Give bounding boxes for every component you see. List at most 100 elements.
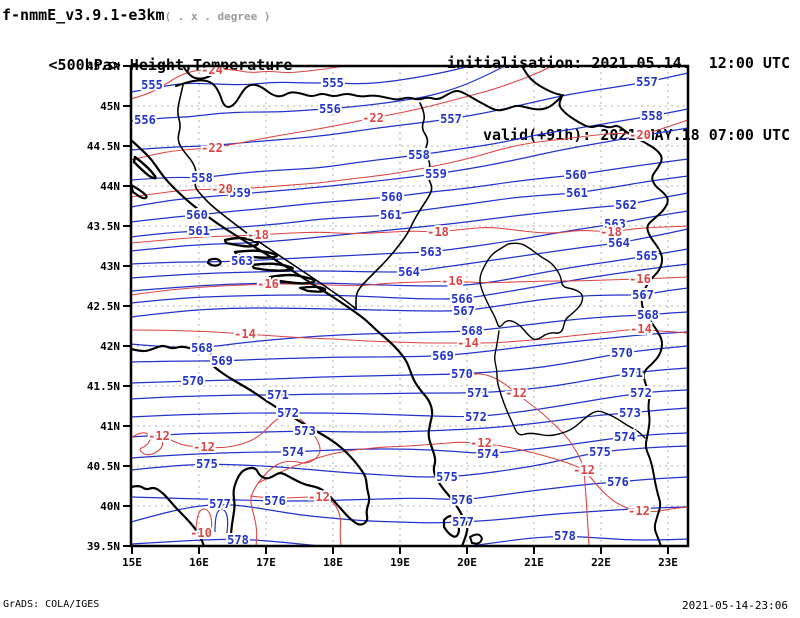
contour-label-578: 578	[227, 533, 249, 547]
height-contour-574	[131, 432, 688, 459]
contour-label--20: -20	[211, 182, 233, 196]
contour-label-574: 574	[477, 447, 499, 461]
island-pag	[132, 155, 157, 180]
contour-label--18: -18	[600, 225, 622, 239]
lat-label-45.5N: 45.5N	[87, 60, 120, 73]
lat-label-41N: 41N	[100, 420, 120, 433]
temp-contour--18	[131, 225, 688, 244]
lat-label-41.5N: 41.5N	[87, 380, 120, 393]
coast-adriatic-east	[131, 138, 469, 546]
contour-label-563: 563	[420, 245, 442, 259]
contour-label-568: 568	[461, 324, 483, 338]
lat-label-42.5N: 42.5N	[87, 300, 120, 313]
lon-label-15E: 15E	[122, 556, 142, 569]
temp-contour--12	[249, 495, 342, 546]
island-korcula	[250, 262, 294, 272]
contour-label--12: -12	[628, 504, 650, 518]
lon-label-18E: 18E	[323, 556, 343, 569]
height-contour-558	[131, 108, 688, 181]
temp-contour--16	[131, 276, 688, 296]
contour-label-577: 577	[209, 497, 231, 511]
coast-italy-adriatic	[131, 344, 371, 546]
contour-label-576: 576	[451, 493, 473, 507]
height-contour-566	[131, 263, 688, 304]
border-bosnia-west	[177, 84, 357, 310]
height-contour-labels: 555 555 556 556 557 557 558 558 558 559 559 560 560 5…	[132, 73, 665, 547]
contour-label-571: 571	[267, 388, 289, 402]
model-title: f-nmmE_v3.9.1-e3km	[2, 6, 165, 24]
contour-label-570: 570	[451, 367, 473, 381]
border-drina	[355, 102, 433, 310]
contour-label-563: 563	[604, 217, 626, 231]
contour-label-568: 568	[191, 341, 213, 355]
contour-label-561: 561	[566, 186, 588, 200]
border-north-sava	[175, 79, 564, 112]
contour-label-560: 560	[381, 190, 403, 204]
contour-label-566: 566	[451, 292, 473, 306]
model-title-suffix: ( . x . degree )	[164, 10, 271, 23]
temperature-contours	[131, 66, 688, 546]
header-left: f-nmmE_v3.9.1-e3km( . x . degree ) <500h…	[2, 3, 292, 101]
contour-label-569: 569	[432, 349, 454, 363]
contour-label-567: 567	[632, 288, 654, 302]
contour-label-573: 573	[294, 424, 316, 438]
contour-label-560: 560	[565, 168, 587, 182]
lat-label-43.5N: 43.5N	[87, 220, 120, 233]
height-contour-577	[131, 504, 688, 524]
contour-label--12: -12	[470, 436, 492, 450]
contour-label-570: 570	[611, 346, 633, 360]
contour-label-558: 558	[191, 171, 213, 185]
height-contour-578	[469, 535, 688, 546]
coast-greece-bit	[469, 533, 483, 545]
island-hvar	[233, 249, 279, 259]
border-slovenia-arc	[182, 66, 223, 80]
island-vis	[206, 257, 222, 267]
height-contours	[131, 66, 688, 546]
coastlines-borders	[131, 66, 669, 546]
lat-label-39.5N: 39.5N	[87, 540, 120, 553]
contour-label-557: 557	[440, 112, 462, 126]
border-kosovo	[479, 242, 584, 341]
temp-contour--12	[257, 441, 688, 513]
contour-label-571: 571	[467, 386, 489, 400]
contour-label-564: 564	[398, 265, 420, 279]
creation-timestamp: 2021-05-14-23:06	[682, 599, 788, 612]
contour-label-571: 571	[621, 366, 643, 380]
lat-label-40N: 40N	[100, 500, 120, 513]
contour-label--22: -22	[201, 141, 223, 155]
contour-label-565: 565	[636, 249, 658, 263]
grads-credit: GrADS: COLA/IGES	[3, 599, 100, 610]
map-frame	[129, 64, 690, 548]
height-contour-578	[131, 538, 321, 546]
island-brac	[223, 236, 259, 248]
lon-label-17E: 17E	[256, 556, 276, 569]
contour-label--24: -24	[201, 63, 223, 77]
contour-label--14: -14	[234, 327, 256, 341]
lon-label-20E: 20E	[457, 556, 477, 569]
contour-label-575: 575	[589, 445, 611, 459]
lat-label-42N: 42N	[100, 340, 120, 353]
height-contour-573	[131, 407, 688, 438]
contour-label--12: -12	[148, 429, 170, 443]
temp-contour--12	[131, 414, 321, 546]
height-contour-577	[214, 508, 229, 534]
height-contour-571	[131, 367, 688, 400]
contour-label--14: -14	[457, 336, 479, 350]
height-contour-575	[131, 445, 688, 478]
lon-label-23E: 23E	[658, 556, 678, 569]
contour-label-567: 567	[453, 304, 475, 318]
contour-label-577: 577	[452, 515, 474, 529]
height-contour-568	[131, 311, 688, 349]
contour-label-558: 558	[641, 109, 663, 123]
axis-labels: 45.5N 45N 44.5N 44N 43.5N 43N 42.5N 42N 41.5N 41N…	[87, 60, 678, 569]
height-contour-561	[131, 175, 688, 238]
height-contour-567	[131, 287, 688, 318]
contour-label-556: 556	[134, 113, 156, 127]
height-contour-562	[131, 192, 688, 252]
lon-label-22E: 22E	[591, 556, 611, 569]
contour-label--22: -22	[362, 111, 384, 125]
coast-italy-west	[131, 485, 206, 546]
lon-label-19E: 19E	[390, 556, 410, 569]
